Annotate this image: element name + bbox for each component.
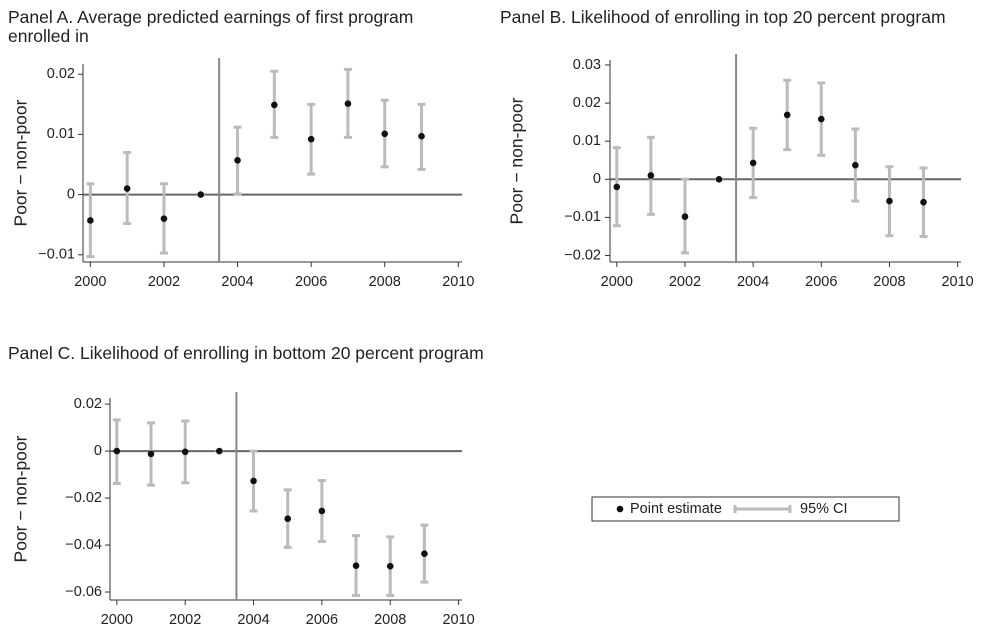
x-tick-label: 2000 bbox=[74, 274, 106, 290]
x-tick-label: 2006 bbox=[306, 612, 338, 628]
point-estimate bbox=[418, 132, 425, 140]
y-tick-label: 0.03 bbox=[573, 57, 601, 73]
x-tick-label: 2002 bbox=[669, 274, 701, 290]
y-tick-label: 0.01 bbox=[573, 133, 601, 149]
y-tick-label: −0.06 bbox=[65, 584, 102, 600]
point-estimate bbox=[715, 175, 723, 183]
x-tick-label: 2004 bbox=[237, 612, 269, 628]
point-estimate bbox=[386, 562, 394, 570]
y-tick-label: 0.02 bbox=[74, 396, 102, 412]
point-estimate bbox=[197, 191, 205, 198]
y-tick-label: −0.04 bbox=[65, 537, 102, 553]
y-tick-label: −0.01 bbox=[564, 209, 601, 225]
point-estimate bbox=[613, 183, 621, 191]
x-tick-label: 2008 bbox=[369, 274, 401, 290]
point-estimate bbox=[318, 507, 326, 515]
x-tick-label: 2010 bbox=[442, 274, 474, 290]
x-tick-label: 2002 bbox=[169, 612, 201, 628]
y-tick-label: 0.02 bbox=[573, 95, 601, 111]
panel-title: Panel A. Average predicted earnings of f… bbox=[8, 7, 414, 46]
x-tick-label: 2004 bbox=[737, 274, 769, 290]
point-estimate bbox=[783, 111, 791, 119]
x-tick-label: 2002 bbox=[148, 274, 180, 290]
point-estimate bbox=[234, 156, 241, 164]
x-tick-label: 2006 bbox=[295, 274, 327, 290]
legend-symbol bbox=[616, 505, 624, 513]
point-estimate bbox=[181, 448, 189, 456]
y-tick-label: 0.01 bbox=[47, 126, 75, 142]
point-estimate bbox=[647, 172, 655, 179]
y-axis-label: Poor − non-poor bbox=[11, 99, 31, 226]
y-tick-label: 0 bbox=[593, 171, 601, 187]
legend-label: Point estimate bbox=[630, 501, 722, 517]
point-estimate bbox=[113, 447, 121, 455]
x-tick-label: 2006 bbox=[805, 274, 837, 290]
point-estimate bbox=[421, 550, 428, 558]
point-estimate bbox=[352, 562, 360, 570]
point-estimate bbox=[147, 450, 155, 458]
x-tick-label: 2010 bbox=[941, 274, 973, 290]
point-estimate bbox=[344, 100, 352, 108]
point-estimate bbox=[852, 161, 859, 169]
point-estimate bbox=[920, 198, 927, 206]
point-estimate bbox=[123, 185, 131, 192]
point-estimate bbox=[160, 215, 168, 222]
y-tick-label: −0.01 bbox=[38, 247, 75, 263]
point-estimate bbox=[817, 115, 825, 123]
x-tick-label: 2008 bbox=[873, 274, 905, 290]
x-tick-label: 2010 bbox=[442, 612, 474, 628]
point-estimate bbox=[886, 197, 893, 205]
point-estimate bbox=[749, 159, 757, 167]
point-estimate bbox=[307, 135, 315, 143]
panel-title: Panel B. Likelihood of enrolling in top … bbox=[500, 7, 946, 27]
point-estimate bbox=[216, 447, 223, 455]
x-tick-label: 2008 bbox=[374, 612, 406, 628]
point-estimate bbox=[284, 515, 292, 523]
y-tick-label: 0 bbox=[94, 443, 102, 459]
legend-symbol bbox=[733, 505, 792, 513]
panel-title: Panel C. Likelihood of enrolling in bott… bbox=[8, 343, 484, 363]
y-axis-label: Poor − non-poor bbox=[507, 97, 527, 224]
y-axis-label: Poor − non-poor bbox=[11, 435, 31, 562]
x-tick-label: 2000 bbox=[601, 274, 633, 290]
y-tick-label: −0.02 bbox=[65, 490, 102, 506]
point-estimate bbox=[681, 213, 689, 220]
point-estimate bbox=[271, 101, 278, 109]
y-tick-label: 0 bbox=[67, 186, 75, 202]
y-tick-label: 0.02 bbox=[47, 66, 75, 82]
point-estimate bbox=[381, 130, 389, 138]
point-estimate bbox=[250, 477, 257, 485]
legend-label: 95% CI bbox=[800, 501, 848, 517]
y-tick-label: −0.02 bbox=[564, 247, 601, 263]
x-tick-label: 2000 bbox=[101, 612, 133, 628]
x-tick-label: 2004 bbox=[221, 274, 253, 290]
point-estimate bbox=[87, 217, 94, 224]
